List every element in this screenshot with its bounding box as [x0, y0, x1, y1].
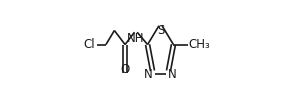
Text: N: N	[168, 68, 177, 81]
Text: NH: NH	[127, 32, 145, 45]
Text: O: O	[121, 63, 130, 76]
Text: CH₃: CH₃	[189, 38, 211, 51]
Text: N: N	[144, 68, 153, 81]
Text: Cl: Cl	[83, 38, 95, 51]
Text: S: S	[157, 24, 164, 37]
